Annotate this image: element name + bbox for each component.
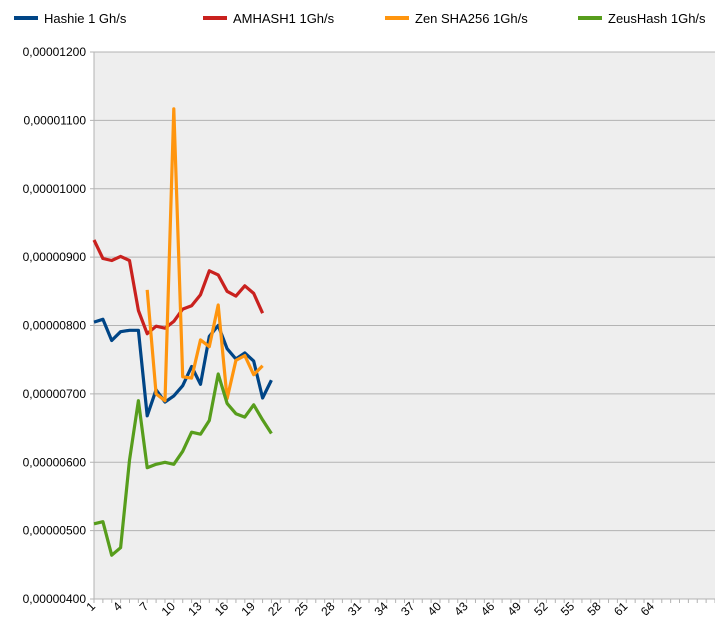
- series-line-2: [92, 239, 265, 336]
- legend: Hashie 1 Gh/s AMHASH1 1Gh/s Zen SHA256 1Gh…: [14, 11, 706, 26]
- x-tick-label: 19: [238, 599, 258, 619]
- x-tick-label: 25: [292, 599, 312, 619]
- series-line-3: [145, 107, 264, 403]
- x-tick-label: 22: [265, 599, 285, 619]
- y-tick-label: 0,00000500: [23, 524, 87, 538]
- y-tick-label: 0,00001200: [23, 45, 87, 59]
- x-tick-label: 52: [531, 599, 551, 619]
- y-tick-label: 0,00001000: [23, 182, 87, 196]
- x-tick-label: 46: [478, 599, 498, 619]
- x-tick-label: 61: [611, 599, 631, 619]
- legend-label: ZeusHash 1Gh/s: [608, 11, 706, 26]
- x-tick-label: 28: [318, 599, 338, 619]
- y-tick-label: 0,00000800: [23, 319, 87, 333]
- x-tick-label: 64: [638, 599, 658, 619]
- y-tick-label: 0,00000900: [23, 250, 87, 264]
- x-axis-ticks: 1 4 7 10 13 16 19 22 25 28 31 34 37 40 43 46 49 52 55 58 61 6…: [83, 599, 657, 619]
- legend-label: Hashie 1 Gh/s: [44, 11, 127, 26]
- x-tick-label: 13: [185, 599, 205, 619]
- x-tick-label: 34: [372, 599, 392, 619]
- x-tick-label: 40: [425, 599, 445, 619]
- x-tick-label: 43: [451, 599, 471, 619]
- axes: [90, 51, 715, 603]
- x-tick-label: 7: [137, 599, 152, 614]
- y-tick-label: 0,00000400: [23, 592, 87, 606]
- legend-label: AMHASH1 1Gh/s: [233, 11, 335, 26]
- y-tick-label: 0,00000600: [23, 455, 87, 469]
- legend-label: Zen SHA256 1Gh/s: [415, 11, 528, 26]
- x-tick-label: 49: [505, 599, 525, 619]
- series-line-4: [93, 372, 273, 557]
- y-axis-ticks: 0,00000400 0,00000500 0,00000600 0,00000700…: [23, 45, 87, 606]
- x-tick-label: 4: [110, 599, 125, 614]
- x-tick-label: 1: [83, 599, 98, 614]
- y-tick-label: 0,00000700: [23, 387, 87, 401]
- series-line-1: [93, 317, 273, 418]
- x-tick-label: 31: [345, 599, 365, 619]
- y-tick-label: 0,00001100: [23, 113, 86, 127]
- x-tick-label: 58: [584, 599, 604, 619]
- x-tick-label: 10: [159, 599, 179, 619]
- x-tick-label: 37: [398, 599, 418, 619]
- x-tick-label: 16: [212, 599, 232, 619]
- x-tick-label: 55: [558, 599, 578, 619]
- series-lines: [92, 107, 273, 557]
